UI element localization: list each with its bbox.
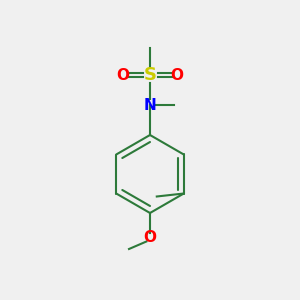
Text: O: O: [143, 230, 157, 244]
Text: S: S: [143, 66, 157, 84]
Text: O: O: [170, 68, 184, 82]
Text: N: N: [144, 98, 156, 112]
Text: O: O: [116, 68, 130, 82]
